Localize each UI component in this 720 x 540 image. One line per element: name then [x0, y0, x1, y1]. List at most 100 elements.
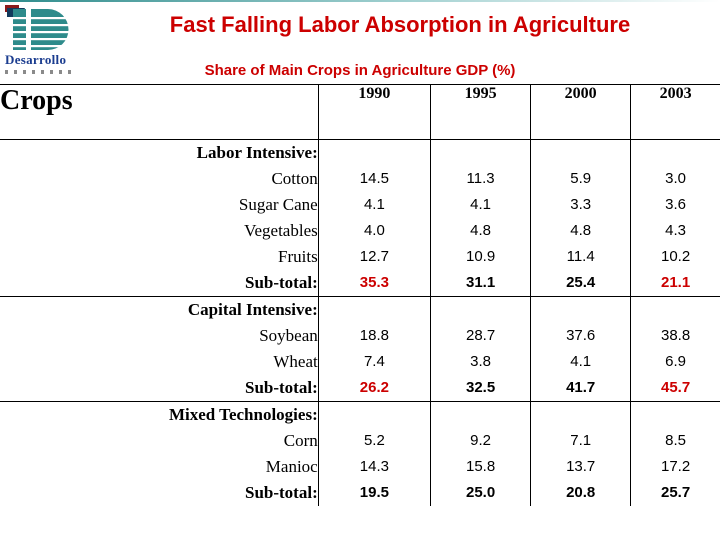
crop-item: Sugar Cane	[238, 195, 318, 214]
subtotal-value: 25.0	[465, 484, 496, 501]
crop-value: 4.8	[570, 222, 592, 239]
crop-value: 6.9	[665, 353, 687, 370]
spacer-line	[319, 140, 430, 166]
value-cell: 3.0 3.6 4.3 10.2 21.1	[630, 139, 720, 297]
crop-value: 9.2	[470, 432, 492, 449]
subtotal-label: Sub-total:	[245, 483, 318, 502]
value-cell: 8.5 17.2 25.7	[630, 401, 720, 506]
value-cell: 37.6 4.1 41.7	[530, 296, 631, 402]
subtotal-value: 19.5	[359, 484, 389, 501]
crop-value: 3.8	[470, 353, 492, 370]
table-title: Share of Main Crops in Agriculture GDP (…	[204, 62, 516, 79]
year-column-header-2000: 2000	[530, 84, 631, 140]
crop-value: 11.4	[566, 248, 595, 265]
value-cell: 18.8 7.4 26.2	[317, 296, 431, 402]
subtotal-value: 31.1	[465, 274, 496, 291]
slide-top-border	[0, 0, 720, 2]
subtotal-label: Sub-total:	[245, 378, 318, 397]
crop-value: 18.8	[359, 327, 389, 344]
crop-item: Fruits	[278, 247, 318, 266]
crop-value: 14.3	[359, 458, 389, 475]
crop-value: 28.7	[465, 327, 496, 344]
subtotal-value: 25.4	[566, 274, 596, 291]
crop-value: 4.8	[470, 222, 492, 239]
crop-value: 13.7	[566, 458, 596, 475]
crop-value: 15.8	[465, 458, 496, 475]
crop-value: 37.6	[566, 327, 596, 344]
spacer-line	[631, 297, 720, 323]
group-row: Mixed Technologies: Corn Manioc Sub-total: …	[0, 401, 720, 507]
value-cell: 5.9 3.3 4.8 11.4 25.4	[530, 139, 631, 297]
crop-value: 12.7	[359, 248, 389, 265]
value-cell: 38.8 6.9 45.7	[630, 296, 720, 402]
crop-value: 17.2	[661, 458, 691, 475]
crop-value: 14.5	[359, 170, 389, 187]
spacer-line	[531, 140, 630, 166]
year-column-header-2003: 2003	[630, 84, 720, 140]
crop-value: 7.1	[570, 432, 592, 449]
striped-d-logo-icon	[5, 5, 79, 50]
crop-value: 4.3	[665, 222, 687, 239]
subtotal-value: 21.1	[661, 274, 691, 291]
crop-value: 4.0	[363, 222, 385, 239]
spacer-line	[431, 297, 530, 323]
value-cell: 28.7 3.8 32.5	[430, 296, 531, 402]
spacer-line	[631, 140, 720, 166]
crop-value: 4.1	[470, 196, 492, 213]
crop-item: Corn	[283, 431, 318, 450]
crop-value: 4.1	[570, 353, 592, 370]
value-cell: 5.2 14.3 19.5	[317, 401, 431, 506]
crops-table: Crops 1990 1995 2000 2003 Labor Intensiv…	[0, 84, 720, 506]
spacer-line	[431, 140, 530, 166]
group-row: Capital Intensive: Soybean Wheat Sub-total:…	[0, 296, 720, 402]
crop-value: 3.0	[665, 170, 687, 187]
crop-value: 5.9	[570, 170, 592, 187]
spacer-line	[319, 402, 430, 428]
logo-tagline	[5, 70, 75, 74]
slide-title: Fast Falling Labor Absorption in Agricul…	[169, 12, 631, 37]
crop-item: Soybean	[259, 326, 318, 345]
year-column-header-1995: 1995	[430, 84, 531, 140]
subtotal-value: 25.7	[661, 484, 691, 501]
crop-value: 11.3	[466, 170, 495, 187]
subtotal-value: 32.5	[465, 379, 496, 396]
crops-column-header: Crops	[0, 85, 73, 116]
group-label: Labor Intensive:	[196, 143, 318, 162]
value-cell: 14.5 4.1 4.0 12.7 35.3	[317, 139, 431, 297]
value-cell: 9.2 15.8 25.0	[430, 401, 531, 506]
group-row: Labor Intensive: Cotton Sugar Cane Vegetabl…	[0, 139, 720, 297]
crops-cell: Capital Intensive: Soybean Wheat Sub-total:	[0, 297, 318, 402]
crop-value: 10.2	[661, 248, 691, 265]
crop-item: Wheat	[273, 352, 318, 371]
crop-item: Vegetables	[244, 221, 318, 240]
crop-value: 5.2	[363, 432, 385, 449]
spacer-line	[631, 402, 720, 428]
logo: Desarrollo	[5, 5, 85, 74]
crop-value: 3.6	[665, 196, 687, 213]
subtotal-value: 45.7	[661, 379, 691, 396]
logo-text: Desarrollo	[5, 52, 67, 67]
subtotal-value: 20.8	[566, 484, 596, 501]
crop-value: 4.1	[363, 196, 385, 213]
crops-cell: Labor Intensive: Cotton Sugar Cane Vegetabl…	[0, 140, 318, 297]
crop-item: Cotton	[271, 169, 318, 188]
spacer-line	[531, 297, 630, 323]
crop-value: 10.9	[465, 248, 496, 265]
group-label: Mixed Technologies:	[168, 405, 318, 424]
header-row: Crops 1990 1995 2000 2003	[0, 84, 720, 140]
spacer-line	[531, 402, 630, 428]
value-cell: 11.3 4.1 4.8 10.9 31.1	[430, 139, 531, 297]
year-column-header-1990: 1990	[317, 84, 431, 140]
crop-value: 3.3	[570, 196, 592, 213]
crops-cell: Mixed Technologies: Corn Manioc Sub-total:	[0, 402, 318, 507]
crop-value: 7.4	[363, 353, 385, 370]
spacer-line	[319, 297, 430, 323]
subtotal-label: Sub-total:	[245, 273, 318, 292]
subtotal-value: 26.2	[359, 379, 389, 396]
crop-value: 8.5	[665, 432, 687, 449]
subtotal-value: 41.7	[566, 379, 596, 396]
value-cell: 7.1 13.7 20.8	[530, 401, 631, 506]
group-label: Capital Intensive:	[187, 300, 318, 319]
spacer-line	[431, 402, 530, 428]
